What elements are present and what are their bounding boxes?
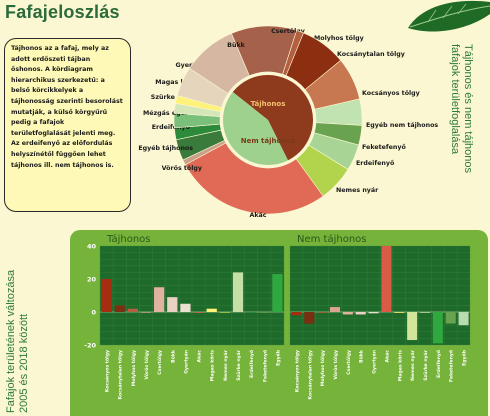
x-tick-label: Magas kőris <box>397 350 403 381</box>
pie-outer-label: Kocsányos tölgy <box>362 89 420 97</box>
bar <box>432 312 443 344</box>
pie-outer-label: Erdeifenyő <box>356 158 395 167</box>
bar <box>167 297 178 312</box>
bar <box>394 312 405 313</box>
x-tick-label: Egyéb <box>461 349 468 366</box>
pie-outer-label: Bükk <box>227 42 245 49</box>
x-tick-label: Magas kőris <box>210 350 216 381</box>
x-tick-label: Akác <box>196 350 203 363</box>
pie-inner-slice <box>222 92 288 166</box>
x-tick-label: Kocsányos tölgy <box>104 350 111 392</box>
x-tick-label: Erdeifenyő <box>249 350 255 378</box>
sunburst-chart: Csertölgy Molyhos tölgy Kocsánytalan tölgy… <box>138 25 438 219</box>
bar <box>407 312 418 341</box>
pie-outer-slice <box>184 142 324 215</box>
y-tick-label: -20 <box>84 342 96 350</box>
pie-outer-label: Vörös tölgy <box>162 165 202 172</box>
pie-inner-label: Nem tájhonos <box>241 137 296 145</box>
x-tick-label: Akác <box>383 350 390 363</box>
x-tick-label: Egyéb <box>274 349 281 366</box>
y-tick-label: 20 <box>87 276 97 284</box>
bar <box>291 312 302 316</box>
bar <box>154 287 165 312</box>
x-tick-label: Kocsányos tölgy <box>293 350 300 392</box>
bar <box>381 246 392 312</box>
bar <box>101 279 112 312</box>
pie-outer-label: Akác <box>249 211 266 219</box>
x-tick-label: Gyertyán <box>182 350 189 374</box>
bar <box>342 312 353 315</box>
x-tick-label: Nemes nyár <box>222 349 229 381</box>
x-tick-label: Szürke nyár <box>235 349 242 381</box>
x-tick-label: Bükk <box>170 349 176 363</box>
x-tick-label: Feketefenyő <box>262 350 268 382</box>
x-tick-label: Vörös tölgy <box>144 350 150 379</box>
bar <box>317 312 328 313</box>
x-tick-label: Feketefenyő <box>449 350 455 382</box>
pie-inner-label: Tájhonos <box>251 100 286 108</box>
pie-outer-label: Nemes nyár <box>336 186 379 194</box>
x-tick-label: Csertölgy <box>157 350 163 375</box>
bar <box>232 272 244 312</box>
bar <box>355 312 366 315</box>
bar <box>304 312 315 324</box>
bar <box>445 312 456 324</box>
pie-outer-label: Feketefenyő <box>362 142 406 151</box>
pie-outer-label: Molyhos tölgy <box>314 35 364 42</box>
pie-inner-slice <box>232 75 313 161</box>
pie-outer-label: Magas kőris <box>155 77 198 86</box>
x-tick-label: Csertölgy <box>346 350 352 375</box>
pie-outer-label: Kocsánytalan tölgy <box>337 50 405 58</box>
pie-outer-label: Mézgás éger <box>143 109 189 117</box>
x-tick-label: Bükk <box>359 349 365 363</box>
pie-outer-slice <box>189 33 250 95</box>
leaf-icon <box>408 0 490 32</box>
bar <box>458 312 469 326</box>
x-tick-label: Gyertyán <box>371 350 378 374</box>
x-tick-label: Kocsánytalan tölgy <box>306 350 313 400</box>
x-tick-label: Erdeifenyő <box>436 350 442 378</box>
bar-panel-title: Tájhonos <box>106 233 150 245</box>
bar <box>259 312 270 313</box>
x-tick-label: Vörös tölgy <box>333 350 339 379</box>
bar <box>219 312 230 313</box>
pie-outer-label: Csertölgy <box>271 28 305 35</box>
x-tick-label: Molyhos tölgy <box>131 350 137 386</box>
pie-outer-label: Szürke nyár <box>151 93 194 101</box>
bar <box>206 308 217 312</box>
bar <box>329 307 341 312</box>
bar <box>140 312 152 313</box>
bar <box>272 274 283 312</box>
info-box: Tájhonos az a fafaj, mely az adott erdős… <box>4 38 131 212</box>
bar <box>419 312 431 313</box>
bar <box>127 308 138 312</box>
bar <box>180 303 191 312</box>
pie-outer-label: Erdeifenyő <box>152 122 191 131</box>
bar-panel-title: Nem tájhonos <box>297 233 367 245</box>
bar <box>246 312 257 313</box>
y-tick-label: 0 <box>91 309 96 317</box>
page-title: Fafajeloszlás <box>5 2 120 22</box>
bar <box>193 312 204 313</box>
bar <box>114 305 125 312</box>
y-tick-label: 40 <box>87 243 97 251</box>
x-tick-label: Molyhos tölgy <box>320 350 326 386</box>
x-tick-label: Kocsánytalan tölgy <box>117 350 124 400</box>
pie-outer-label: Egyéb tájhonos <box>138 144 193 152</box>
pie-outer-label: Egyéb nem tájhonos <box>366 121 438 129</box>
x-tick-label: Szürke nyár <box>422 349 429 381</box>
bar <box>368 312 379 314</box>
x-tick-label: Nemes nyár <box>409 349 416 381</box>
